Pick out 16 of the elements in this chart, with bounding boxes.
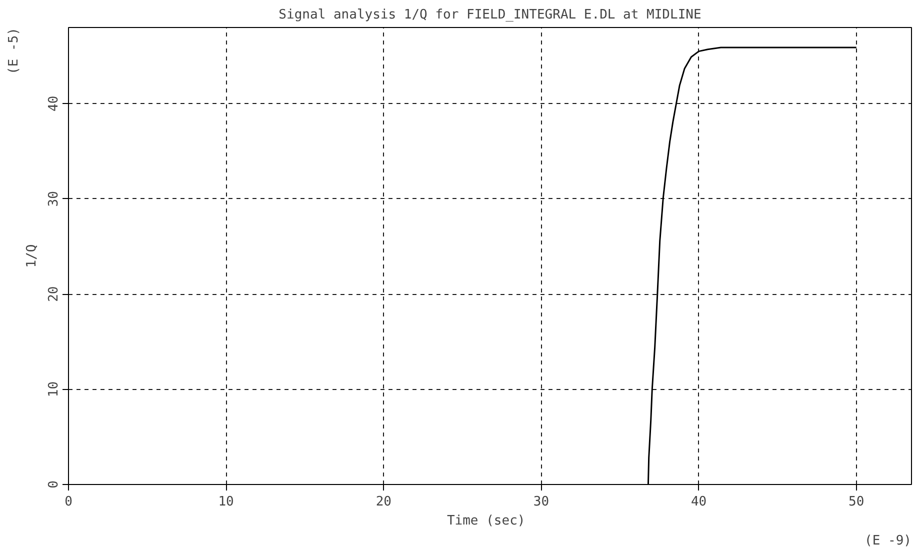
x-tick-label: 20 — [376, 494, 392, 510]
text: (E -5) — [6, 27, 22, 74]
chart-title: Signal analysis 1/Q for FIELD_INTEGRAL E.DL at MIDLINE — [278, 8, 702, 22]
y-tick-label: 0 — [46, 480, 62, 488]
x-tick-label: 50 — [848, 494, 864, 510]
y-axis-title: 1/Q — [24, 244, 40, 268]
y-tick-label: 40 — [46, 96, 62, 112]
y-tick-label: 20 — [46, 286, 62, 302]
x-tick-label: 0 — [64, 494, 72, 510]
y-tick-label: 30 — [46, 191, 62, 207]
x-tick-label: 30 — [533, 494, 550, 510]
y-tick-label: 10 — [46, 381, 62, 398]
x-tick-label: 40 — [690, 494, 707, 510]
x-axis-title: Time (sec) — [446, 514, 526, 528]
x-tick-label: 10 — [218, 494, 234, 510]
text: (E -9) — [864, 534, 912, 548]
